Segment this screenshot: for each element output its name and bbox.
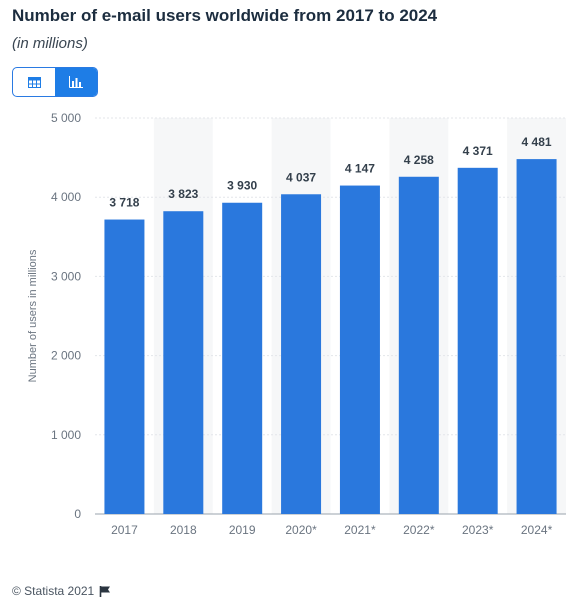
x-tick-label: 2021* <box>344 523 376 537</box>
flag-icon[interactable] <box>99 585 111 597</box>
y-tick-label: 4 000 <box>51 190 81 204</box>
table-icon <box>27 76 41 88</box>
view-toggle <box>12 67 98 97</box>
bar-chart-icon <box>69 76 83 88</box>
y-axis-label: Number of users in millions <box>27 249 39 382</box>
x-tick-label: 2022* <box>403 523 435 537</box>
copyright-text: © Statista 2021 <box>12 584 95 598</box>
chart-subtitle: (in millions) <box>12 35 88 52</box>
y-tick-label: 2 000 <box>51 349 81 363</box>
chart-title: Number of e-mail users worldwide from 20… <box>12 6 438 25</box>
data-label: 4 147 <box>345 162 375 176</box>
bar[interactable] <box>104 219 145 514</box>
x-tick-label: 2019 <box>229 523 256 537</box>
y-tick-label: 0 <box>74 507 81 521</box>
x-tick-label: 2024* <box>521 523 553 537</box>
chart-view-button[interactable] <box>55 68 97 96</box>
x-tick-label: 2018 <box>170 523 197 537</box>
bar[interactable] <box>398 176 439 514</box>
x-tick-label: 2017 <box>111 523 138 537</box>
bar[interactable] <box>339 185 380 514</box>
data-label: 3 823 <box>168 187 198 201</box>
data-label: 3 718 <box>109 196 139 210</box>
y-tick-label: 5 000 <box>51 111 81 125</box>
table-view-button[interactable] <box>13 68 55 96</box>
data-label: 4 037 <box>286 170 316 184</box>
x-tick-label: 2023* <box>462 523 494 537</box>
data-label: 4 481 <box>522 135 552 149</box>
y-tick-label: 1 000 <box>51 428 81 442</box>
footer: © Statista 2021 <box>12 584 111 598</box>
data-label: 3 930 <box>227 179 257 193</box>
data-label: 4 371 <box>463 144 493 158</box>
bar[interactable] <box>457 167 498 514</box>
bar[interactable] <box>163 211 204 515</box>
data-label: 4 258 <box>404 153 434 167</box>
bar[interactable] <box>516 159 557 514</box>
bar[interactable] <box>222 202 263 514</box>
y-tick-label: 3 000 <box>51 269 81 283</box>
x-tick-label: 2020* <box>285 523 317 537</box>
bar[interactable] <box>281 194 322 515</box>
